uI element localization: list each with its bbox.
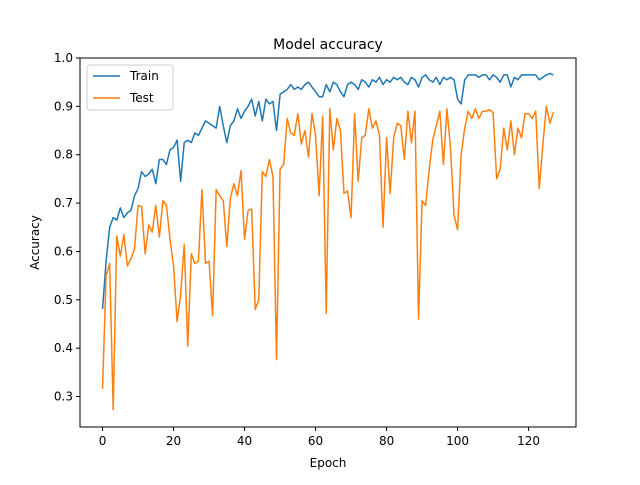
y-tick-label: 0.6 [54,244,73,258]
series-layer [101,72,555,411]
y-tick-label: 0.9 [54,99,73,113]
y-axis-label: Accuracy [28,215,42,270]
chart-title: Model accuracy [273,37,383,53]
x-tick-label: 120 [517,434,540,448]
x-tick-label: 0 [99,434,107,448]
x-tick-label: 40 [237,434,252,448]
legend-label-train: Train [129,69,159,83]
x-tick-label: 100 [446,434,469,448]
plot-frame [79,57,577,428]
tick-layer: 0 20 40 60 80 100 120 0.3 0.4 0.5 0.6 0.7 0.8 0.9 1.0 [54,51,540,448]
x-tick-label: 80 [379,434,394,448]
y-tick-label: 0.4 [54,341,73,355]
series-line-test [101,105,555,411]
series-line-train [101,72,554,310]
x-tick-label: 60 [308,434,323,448]
y-tick-label: 0.3 [54,390,73,404]
x-tick-label: 20 [166,434,181,448]
y-tick-label: 0.8 [54,148,73,162]
y-tick-label: 0.7 [54,196,73,210]
x-axis-label: Epoch [310,456,347,470]
legend: Train Test [86,64,174,111]
y-tick-label: 0.5 [54,293,73,307]
legend-label-test: Test [129,91,154,105]
y-tick-label: 1.0 [54,51,73,65]
